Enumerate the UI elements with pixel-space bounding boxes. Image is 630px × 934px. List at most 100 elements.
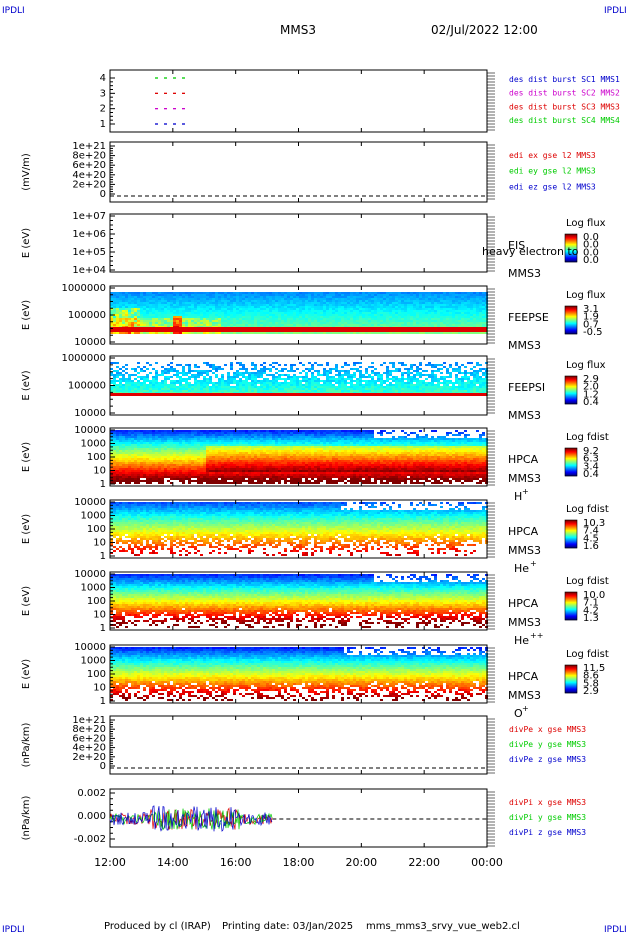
- p9-tick-label: 6e+20: [72, 733, 106, 744]
- legend-entry: edi ez gse l2 MMS3: [509, 182, 596, 191]
- spectrogram-cells: [110, 574, 488, 628]
- p4-tick-label: 10000: [74, 408, 106, 419]
- instrument-label: HPCA: [508, 597, 539, 610]
- species-label: O: [514, 707, 523, 720]
- spectrogram-cells: [110, 292, 488, 334]
- panel-hpca_o: 10000 1000 100 10 1 E (eV) HPCA MMS3 O + Log fdist…: [21, 642, 609, 720]
- colorbar-tick-label: 6.3: [583, 454, 599, 465]
- colorbar-tick-label: 0.0: [583, 232, 599, 243]
- p10-tick-label: 0.000: [77, 811, 106, 822]
- time-tick-label: 00:00: [471, 856, 503, 869]
- y-axis-label: (nPa/km): [21, 796, 32, 841]
- colorbar-tick-label: 0.7: [583, 319, 599, 330]
- p2-tick-label: 1e+04: [72, 265, 106, 276]
- spectrogram-cells: [110, 362, 488, 396]
- corner-label-top-left: IPDLI: [2, 6, 25, 16]
- colorbar-title: Log flux: [566, 360, 606, 371]
- panel-feepsi: 1000000 100000 10000 E (eV) FEEPSI MMS3 Log fl…: [21, 353, 606, 422]
- p5-tick-label: 100: [87, 452, 106, 463]
- colorbar-tick-label: 10.3: [583, 518, 605, 529]
- panel-frame: [109, 69, 488, 133]
- p6-tick-label: 10: [93, 538, 106, 549]
- spacecraft-label: MMS3: [508, 472, 541, 485]
- corner-label-top-right: IPDLI: [604, 6, 627, 16]
- p5-tick-label: 1000: [81, 439, 106, 450]
- y-axis-label: E (eV): [21, 442, 32, 472]
- legend-entry: edi ex gse l2 MMS3: [509, 151, 596, 160]
- p6-tick-label: 1: [100, 551, 106, 562]
- time-tick-label: 18:00: [283, 856, 315, 869]
- panel-frame: [109, 141, 488, 203]
- colorbar-tick-label: 7.1: [583, 598, 599, 609]
- burst-tick-label: 3: [100, 88, 106, 99]
- p1-tick-label: 6e+20: [72, 160, 106, 171]
- instrument-label: FEEPSE: [508, 311, 549, 324]
- colorbar-title: Log fdist: [566, 504, 609, 515]
- colorbar-tick-label: 10.0: [583, 590, 605, 601]
- spacecraft-label: MMS3: [508, 267, 541, 280]
- y-axis-label: E (eV): [21, 659, 32, 689]
- time-axis: 12:00 14:00 16:00 18:00 20:00 22:00 00:00: [94, 856, 503, 869]
- colorbar-title: Log fdist: [566, 649, 609, 660]
- y-axis-label: (nPa/km): [21, 723, 32, 768]
- panel-frame: [109, 715, 488, 775]
- instrument-label: FEEPSI: [508, 381, 545, 394]
- colorbar-tick-label: 11.5: [583, 663, 605, 674]
- overlay-text: heavy electron to: [482, 245, 579, 258]
- time-tick-label: 12:00: [94, 856, 126, 869]
- panel-divpi: 0.002 0.000 -0.002 (nPa/km) divPi x gse MMS3…: [21, 788, 586, 848]
- colorbar-tick-label: 2.0: [583, 382, 599, 393]
- species-label: He: [514, 634, 529, 647]
- p7-tick-label: 10000: [74, 569, 106, 580]
- spectrogram-cells: [110, 502, 488, 556]
- corner-label-bottom-left: IPDLI: [2, 925, 25, 934]
- p7-tick-label: 10: [93, 610, 106, 621]
- colorbar-title: Log fdist: [566, 432, 609, 443]
- colorbar-tick-label: -0.5: [583, 327, 603, 338]
- legend-entry: des dist burst SC1 MMS1: [509, 75, 620, 84]
- species-charge: +: [522, 704, 529, 713]
- panel-feepse: 1000000 100000 10000 E (eV) FEEPSE MMS3 Log fl…: [21, 283, 606, 352]
- colorbar-tick-label: 7.4: [583, 526, 599, 537]
- p8-tick-label: 10: [93, 683, 106, 694]
- p9-tick-label: 0: [100, 761, 106, 772]
- p1-tick-label: 2e+20: [72, 179, 106, 190]
- p7-tick-label: 1000: [81, 583, 106, 594]
- colorbar-tick-label: 2.9: [583, 374, 599, 385]
- colorbar-title: Log flux: [566, 218, 606, 229]
- colorbar-tick-label: 3.4: [583, 461, 599, 472]
- p9-tick-label: 1e+21: [72, 715, 106, 726]
- p10-tick-label: -0.002: [74, 834, 106, 845]
- panel-hpca_hepp: 10000 1000 100 10 1 E (eV) HPCA MMS3 He ++ Log fdi…: [21, 569, 609, 647]
- colorbar-tick-label: 9.2: [583, 446, 599, 457]
- p3-tick-label: 100000: [68, 310, 106, 321]
- time-tick-label: 14:00: [157, 856, 189, 869]
- p6-tick-label: 100: [87, 524, 106, 535]
- colorbar-tick-label: 0.4: [583, 469, 599, 480]
- p4-tick-label: 100000: [68, 381, 106, 392]
- p1-tick-label: 8e+20: [72, 151, 106, 162]
- legend-entry: des dist burst SC3 MMS3: [509, 102, 620, 111]
- colorbar-tick-label: 0.0: [583, 247, 599, 258]
- datetime-title: 02/Jul/2022 12:00: [431, 23, 538, 37]
- p2-tick-label: 1e+06: [72, 229, 106, 240]
- species-label: H: [514, 490, 522, 503]
- legend-entry: des dist burst SC4 MMS4: [509, 116, 620, 125]
- p5-tick-label: 10000: [74, 425, 106, 436]
- p8-tick-label: 100: [87, 669, 106, 680]
- footer-credit: Produced by cl (IRAP): [104, 921, 211, 932]
- colorbar-tick-label: 4.2: [583, 605, 599, 616]
- spacecraft-label: MMS3: [508, 689, 541, 702]
- panel-burst: 4 3 2 1 des dist burst SC1 MMS1 des dist burs…: [100, 69, 620, 133]
- spectrogram-cells: [110, 647, 488, 701]
- p2-tick-label: 1e+05: [72, 247, 106, 258]
- divpi-series-z: [109, 805, 273, 832]
- legend-entry: divPi x gse MMS3: [509, 798, 586, 807]
- p5-tick-label: 1: [100, 479, 106, 490]
- colorbar-title: Log flux: [566, 290, 606, 301]
- p6-tick-label: 1000: [81, 511, 106, 522]
- colorbar-tick-label: 1.2: [583, 389, 599, 400]
- burst-tick-label: 4: [100, 73, 106, 84]
- p4-tick-label: 1000000: [61, 353, 106, 364]
- p8-tick-label: 10000: [74, 642, 106, 653]
